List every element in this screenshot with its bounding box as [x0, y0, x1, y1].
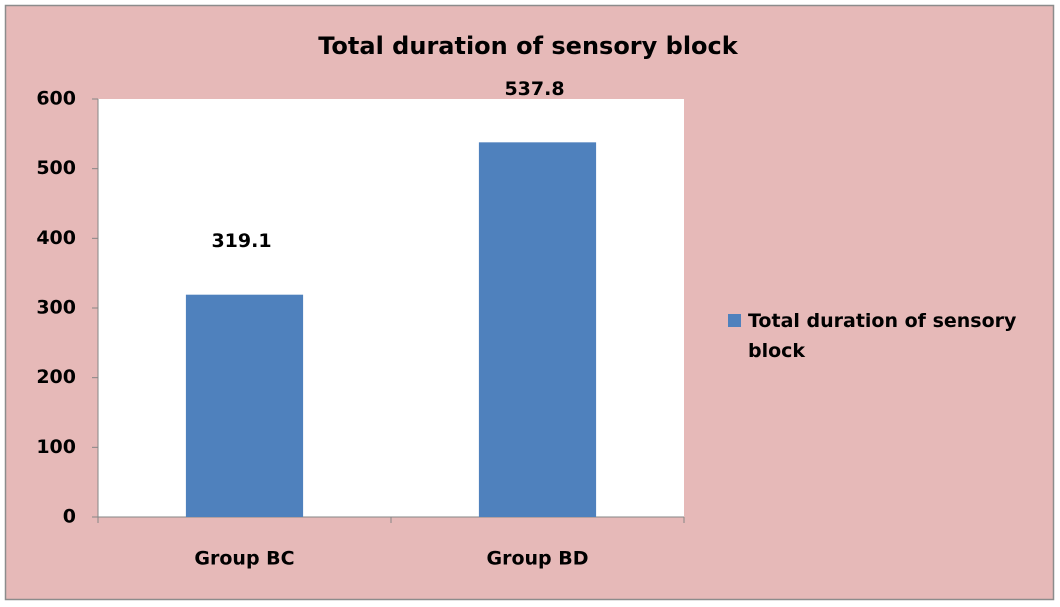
y-tick-label: 600: [36, 88, 76, 110]
legend-swatch: [728, 314, 741, 327]
legend: Total duration of sensory block: [728, 306, 1038, 366]
bar: [478, 142, 597, 517]
y-tick-label: 300: [36, 297, 76, 319]
legend-label: Total duration of sensory block: [748, 310, 1017, 362]
legend-item: Total duration of sensory block: [728, 306, 1038, 366]
y-tick-label: 200: [36, 366, 76, 388]
y-tick-label: 500: [36, 157, 76, 179]
y-tick-label: 0: [63, 506, 76, 528]
chart-title: Total duration of sensory block: [318, 32, 739, 60]
x-tick-label: Group BC: [194, 548, 294, 570]
data-label: 537.8: [504, 78, 564, 100]
bar: [185, 294, 304, 517]
x-tick-label: Group BD: [486, 548, 588, 570]
y-tick-label: 400: [36, 227, 76, 249]
data-label: 319.1: [211, 230, 271, 252]
y-tick-label: 100: [36, 436, 76, 458]
